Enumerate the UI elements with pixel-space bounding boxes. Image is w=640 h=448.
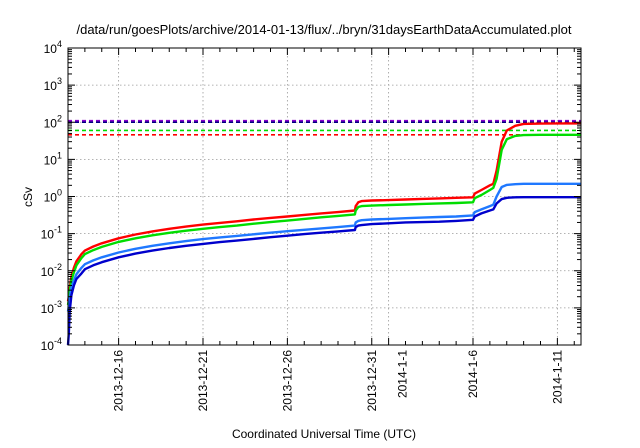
series-line: [66, 195, 581, 346]
y-tick-exponent: -3: [54, 299, 62, 309]
series-group: [66, 122, 581, 346]
y-tick-exponent: 0: [57, 188, 62, 198]
x-tick-label: 2013-12-21: [196, 350, 210, 412]
y-tick-exponent: -4: [54, 336, 62, 346]
x-tick-label: 2013-12-26: [280, 350, 294, 412]
reference-lines: [68, 119, 581, 136]
y-tick-label: 104: [44, 39, 62, 56]
grid: [68, 48, 581, 345]
y-tick-label: 10-4: [41, 336, 62, 353]
y-tick-label: 10-3: [41, 299, 62, 316]
series-line: [66, 133, 581, 306]
y-tick-label: 103: [44, 76, 62, 93]
x-tick-label: 2014-1-11: [550, 350, 564, 404]
y-axis-label: cSv: [21, 187, 35, 207]
x-tick-label: 2013-12-16: [112, 350, 126, 412]
y-tick-exponent: 1: [57, 150, 62, 160]
chart-title: /data/run/goesPlots/archive/2014-01-13/f…: [76, 22, 571, 37]
series-line: [66, 182, 581, 312]
series-line: [66, 122, 581, 302]
y-tick-exponent: 2: [57, 113, 62, 123]
y-tick-label: 10-2: [41, 262, 62, 279]
y-tick-exponent: -2: [54, 262, 62, 272]
y-tick-label: 101: [44, 150, 62, 167]
y-tick-label: 10-1: [41, 225, 62, 242]
x-tick-label: 2014-1-6: [466, 350, 480, 398]
x-ticks: 2013-12-16 2013-12-21 2013-12-26 2013-12-31…: [67, 48, 575, 412]
y-tick-exponent: 3: [57, 76, 62, 86]
x-tick-label: 2014-1-1: [396, 350, 410, 398]
y-tick-exponent: -1: [54, 225, 62, 235]
x-axis-label: Coordinated Universal Time (UTC): [232, 427, 416, 441]
y-tick-exponent: 4: [57, 39, 62, 49]
y-tick-label: 102: [44, 113, 62, 130]
y-tick-label: 100: [44, 188, 62, 205]
x-tick-label: 2013-12-31: [365, 350, 379, 412]
